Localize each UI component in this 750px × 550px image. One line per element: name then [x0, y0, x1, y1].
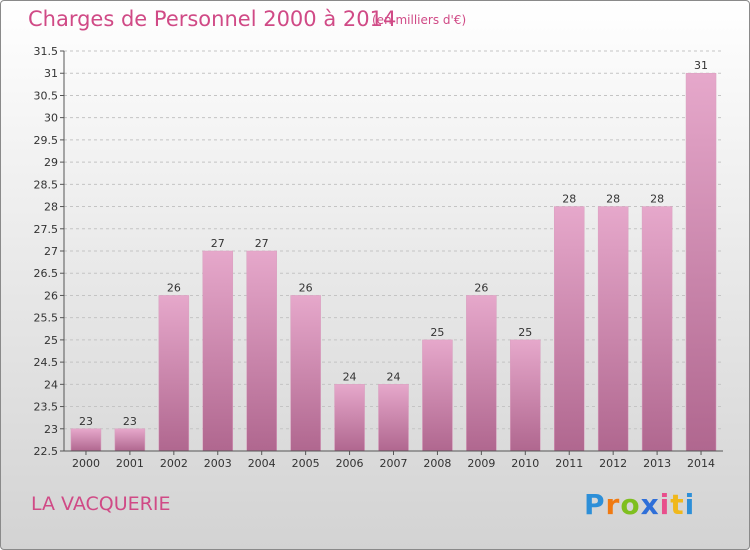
bar-2010[interactable]: [510, 339, 541, 452]
bar-2013[interactable]: [641, 206, 673, 452]
data-label-2005: 26: [299, 281, 313, 294]
logo-letter: t: [670, 488, 685, 521]
y-tick-label: 29.5: [34, 134, 59, 147]
data-label-2008: 25: [430, 326, 444, 339]
x-tick-label-2010: 2010: [511, 457, 539, 470]
y-tick-label: 26: [44, 289, 58, 302]
x-tick-label-2012: 2012: [599, 457, 627, 470]
x-tick-label-2011: 2011: [555, 457, 583, 470]
x-tick-label-2014: 2014: [687, 457, 715, 470]
data-label-2001: 23: [123, 415, 137, 428]
x-tick-label-2000: 2000: [72, 457, 100, 470]
logo-letter: i: [659, 488, 671, 521]
y-tick-label: 30: [44, 112, 58, 125]
data-label-2011: 28: [562, 193, 576, 206]
data-label-2009: 26: [474, 281, 488, 294]
y-tick-label: 31.5: [34, 45, 59, 58]
x-tick-label-2001: 2001: [116, 457, 144, 470]
y-tick-label: 25: [44, 334, 58, 347]
proxiti-logo[interactable]: Proxiti: [584, 488, 695, 521]
data-label-2004: 27: [255, 237, 269, 250]
bar-2005[interactable]: [290, 295, 321, 452]
commune-name: LA VACQUERIE: [31, 493, 171, 515]
data-label-2002: 26: [167, 281, 181, 294]
y-tick-label: 31: [44, 67, 58, 80]
bar-2008[interactable]: [422, 339, 453, 452]
axes: 22.5 23 23.5 24 24.5 25 25.5 26 26.5 27 27.5 28 28.5…: [34, 45, 723, 470]
y-tick-label: 27: [44, 245, 58, 258]
y-tick-label: 28.5: [34, 178, 59, 191]
bar-2004[interactable]: [246, 250, 277, 452]
chart-title: Charges de Personnel 2000 à 2014: [28, 7, 397, 31]
y-tick-label: 29: [44, 156, 58, 169]
data-label-2007: 24: [387, 370, 401, 383]
data-label-2006: 24: [343, 370, 357, 383]
y-tick-label: 26.5: [34, 267, 59, 280]
y-tick-label: 30.5: [34, 89, 59, 102]
y-tick-label: 27.5: [34, 223, 59, 236]
bar-2003[interactable]: [202, 250, 234, 452]
data-label-2014: 31: [694, 59, 708, 72]
x-tick-label-2007: 2007: [380, 457, 408, 470]
bar-2009[interactable]: [466, 295, 497, 452]
x-tick-label-2008: 2008: [423, 457, 451, 470]
logo-letter: P: [584, 488, 606, 521]
logo-letter: o: [620, 488, 641, 521]
logo-letter: i: [684, 488, 696, 521]
logo-letter: x: [640, 488, 660, 521]
x-tick-label-2003: 2003: [204, 457, 232, 470]
bar-2007[interactable]: [378, 384, 409, 452]
data-label-2003: 27: [211, 237, 225, 250]
x-tick-label-2004: 2004: [248, 457, 276, 470]
y-tick-label: 23.5: [34, 401, 59, 414]
logo-letter: r: [605, 488, 621, 521]
x-tick-label-2006: 2006: [336, 457, 364, 470]
y-tick-label: 23: [44, 423, 58, 436]
y-tick-label: 22.5: [34, 445, 59, 458]
x-tick-label-2005: 2005: [292, 457, 320, 470]
y-tick-label: 24.5: [34, 356, 59, 369]
bars: 23 23 26 27 27 26 24 24 25 26 25 28 28 28 31: [70, 59, 717, 452]
bar-2002[interactable]: [158, 295, 190, 452]
bar-2014[interactable]: [685, 72, 717, 452]
x-tick-label-2013: 2013: [643, 457, 671, 470]
data-label-2012: 28: [606, 193, 620, 206]
data-label-2000: 23: [79, 415, 93, 428]
data-label-2010: 25: [518, 326, 532, 339]
x-tick-label-2002: 2002: [160, 457, 188, 470]
y-tick-label: 28: [44, 201, 58, 214]
bar-2006[interactable]: [334, 384, 365, 452]
data-label-2013: 28: [650, 193, 664, 206]
y-tick-label: 24: [44, 378, 58, 391]
x-tick-label-2009: 2009: [467, 457, 495, 470]
bar-2001[interactable]: [114, 428, 146, 452]
bar-2011[interactable]: [553, 206, 585, 452]
bar-2012[interactable]: [597, 206, 629, 452]
y-tick-label: 25.5: [34, 312, 59, 325]
bar-2000[interactable]: [70, 428, 102, 452]
chart-subtitle: (en milliers d'€): [372, 13, 467, 27]
